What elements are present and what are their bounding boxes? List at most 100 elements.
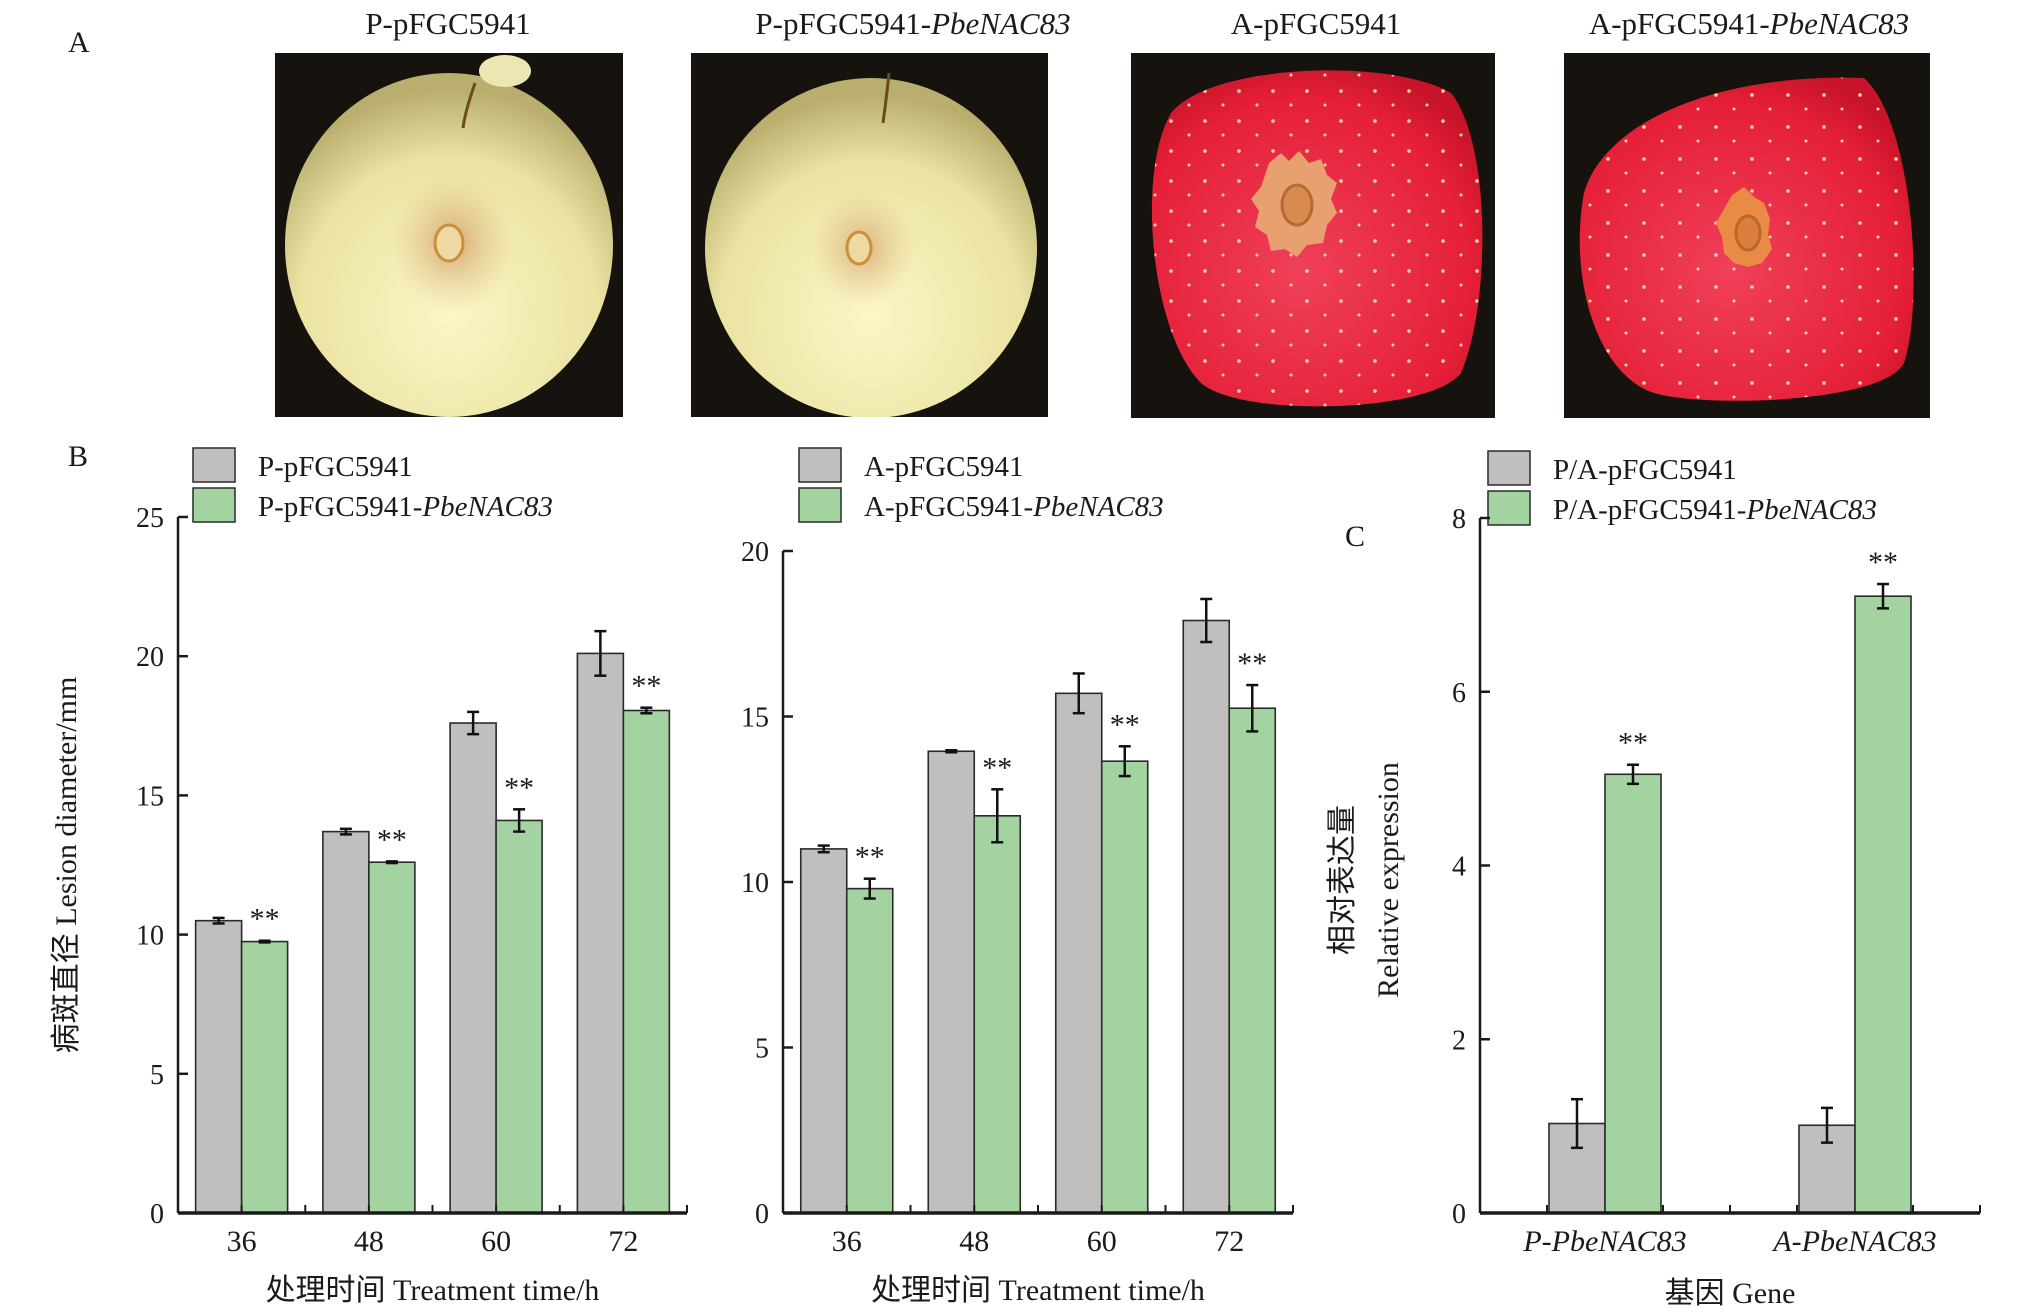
y-tick-label: 25 [136,503,164,534]
panel-label-c: C [1345,520,1366,553]
photo-title-gene: PbeNAC83 [931,6,1071,41]
legend-label: P/A-pFGC5941-PbeNAC83 [1553,494,1877,526]
y-axis-title-cn: 相对表达量 [1326,805,1359,955]
pear-fruit-illustration [705,72,1037,417]
bar-control [576,652,625,1214]
apple-fruit-illustration [1579,77,1914,401]
bar-control [1548,1122,1606,1214]
x-tick-label: P-PbeNAC83 [1522,1225,1686,1258]
y-tick-label: 0 [150,1199,164,1230]
y-axis-title-en: Relative expression [1372,762,1405,998]
chart-b2: A-pFGC5941 A-pFGC5941-PbeNAC83 ** ** ** ** 0 5 1… [741,447,1294,1307]
legend-swatch [192,447,236,483]
legend-swatch [1487,490,1531,526]
panel-label-b: B [68,440,89,473]
photo-apple-overexpression [1564,53,1930,418]
bar-overexpression [495,819,543,1214]
bar-control [799,848,848,1214]
legend-swatch [1487,450,1531,486]
bar-overexpression [368,861,416,1214]
label-text: P/A-pFGC5941- [1553,494,1746,526]
wound [845,230,873,266]
y-tick-label: 2 [1452,1025,1466,1056]
significance-label: ** [1868,546,1898,579]
significance-label: ** [1618,727,1648,760]
legend-label: A-pFGC5941-PbeNAC83 [864,491,1164,523]
x-tick-label: 72 [1214,1225,1244,1258]
label-gene: PbeNAC83 [1745,494,1877,526]
y-tick-label: 8 [1452,504,1466,535]
significance-label: ** [250,903,280,936]
x-axis-title: 处理时间 Treatment time/h [871,1274,1205,1307]
photo-apple-control [1131,53,1495,418]
y-tick-label: 5 [150,1060,164,1091]
x-tick-label: 48 [354,1225,384,1258]
bar-control [194,919,243,1214]
x-tick-label: 36 [832,1225,862,1258]
photo-pear-control [275,53,623,417]
photo-title-gene: PbeNAC83 [1769,6,1910,41]
bar-overexpression [1854,595,1912,1214]
significance-label: ** [377,823,407,856]
legend-label: A-pFGC5941 [864,451,1024,483]
x-tick-label: 36 [227,1225,257,1258]
y-tick-label: 5 [755,1034,769,1065]
x-tick-label: 60 [1087,1225,1117,1258]
x-tick-label: A-PbeNAC83 [1771,1225,1936,1258]
bar-overexpression [1604,773,1662,1214]
photo-title-text: P-pFGC5941 [365,6,531,41]
wound [433,223,465,263]
x-tick-label: 60 [481,1225,511,1258]
label-text: P-pFGC5941- [258,491,422,523]
label-gene: PbeNAC83 [1032,491,1164,523]
label-text: A-pFGC5941 [864,451,1024,483]
legend-label: P/A-pFGC5941 [1553,454,1737,486]
significance-label: ** [1237,647,1267,680]
photo-title-text: P-pFGC5941- [755,6,932,41]
x-tick-label: 48 [959,1225,989,1258]
wound [1734,214,1762,252]
bar-overexpression [622,709,671,1214]
y-tick-label: 6 [1452,678,1466,709]
bar-control [927,750,976,1214]
photo-pear-overexpression [691,53,1048,417]
wound [1280,183,1314,227]
y-axis-title: 病斑直径 Lesion diameter/mm [50,677,83,1054]
y-tick-label: 10 [741,868,769,899]
legend-swatch [798,447,842,483]
pear-stem-bump [479,55,531,87]
panel-label-a: A [68,26,90,59]
pear-stem [881,72,891,124]
bar-control [1182,619,1231,1214]
bar-control [1054,692,1103,1214]
x-axis-title: 基因 Gene [1665,1277,1796,1310]
apple-fruit-illustration [1151,70,1483,407]
y-tick-label: 15 [741,703,769,734]
legend-swatch [192,487,236,523]
bar-overexpression [1100,760,1149,1214]
x-tick-label: 72 [608,1225,638,1258]
chart-c: P/A-pFGC5941 P/A-pFGC5941-PbeNAC83 ** ** 0 2 4… [1326,450,1981,1310]
photo-title-a-overexpression: A-pFGC5941-PbeNAC83 [1589,6,1909,42]
bar-overexpression [973,814,1022,1214]
significance-label: ** [504,771,534,804]
x-axis-title: 处理时间 Treatment time/h [266,1274,600,1307]
bar-overexpression [845,887,894,1214]
significance-label: ** [631,670,661,703]
legend-swatch [798,487,842,523]
y-tick-label: 0 [755,1199,769,1230]
significance-label: ** [1110,708,1140,741]
significance-label: ** [982,751,1012,784]
pear-fruit-illustration [285,55,613,417]
bar-overexpression [1228,707,1277,1214]
label-text: A-pFGC5941- [864,491,1033,523]
y-tick-label: 10 [136,921,164,952]
y-tick-label: 20 [136,642,164,673]
photo-title-p-control: P-pFGC5941 [365,6,530,42]
pear-stem [461,82,477,129]
label-gene: PbeNAC83 [421,491,553,523]
bar-control [322,830,370,1214]
legend-label: P-pFGC5941 [258,451,413,483]
photo-title-a-control: A-pFGC5941 [1231,6,1402,42]
